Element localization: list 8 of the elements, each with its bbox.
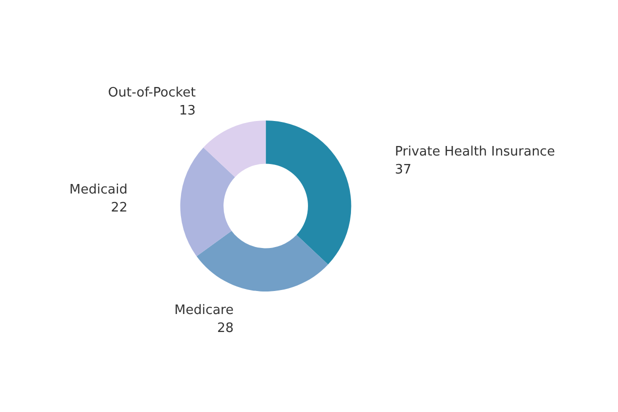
data-label: 37 [394,162,412,178]
slice-label: Medicare [174,302,234,318]
data-label: 22 [110,200,128,216]
slice-label: Private Health Insurance [394,144,555,160]
data-label: 13 [179,103,196,118]
data-label: 28 [217,320,234,336]
slice-label: Medicaid [69,182,128,198]
slice-label: Out-of-Pocket [108,85,196,100]
